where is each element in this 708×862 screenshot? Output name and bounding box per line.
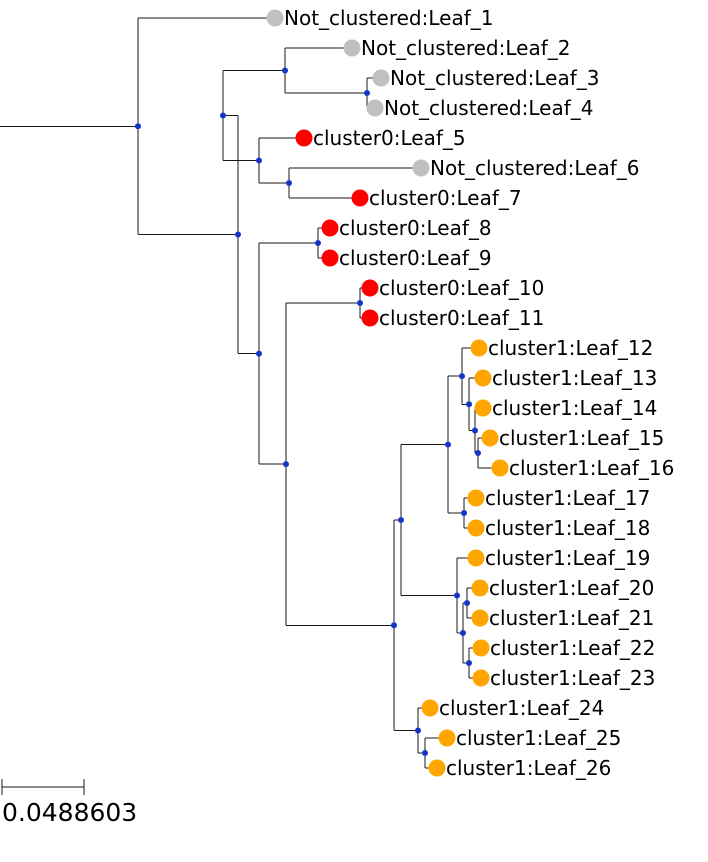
internal-node-dot — [315, 240, 321, 246]
leaf-node-dot — [474, 399, 492, 417]
internal-node-dot — [466, 401, 472, 408]
internal-node-dot — [475, 450, 481, 456]
internal-node-dot — [445, 441, 451, 448]
leaf-node-dot — [474, 369, 492, 387]
leaf-node-dot — [343, 39, 361, 57]
internal-node-dot — [256, 157, 262, 164]
scale-bar: 0.0488603 — [1, 779, 137, 827]
leaf-label: Not_clustered:Leaf_3 — [390, 66, 599, 90]
leaf-labels: Not_clustered:Leaf_1 Not_clustered:Leaf_2… — [284, 6, 674, 780]
leaf-node-dot — [428, 759, 446, 777]
leaf-node-dot — [471, 579, 489, 597]
leaf-node-dot — [372, 69, 390, 87]
internal-node-dot — [235, 231, 241, 238]
internal-node-dot — [282, 67, 288, 74]
leaf-label: cluster0:Leaf_8 — [339, 216, 492, 240]
leaf-label: cluster1:Leaf_23 — [490, 666, 655, 690]
leaf-nodes — [266, 9, 509, 777]
internal-node-dot — [466, 660, 472, 666]
leaf-node-dot — [421, 699, 439, 717]
internal-node-dot — [461, 510, 467, 516]
internal-node-dot — [464, 600, 470, 606]
internal-node-dot — [398, 517, 404, 524]
leaf-label: cluster1:Leaf_22 — [490, 636, 655, 660]
leaf-node-dot — [412, 159, 430, 177]
leaf-node-dot — [491, 459, 509, 477]
leaf-node-dot — [321, 249, 339, 267]
leaf-label: cluster1:Leaf_24 — [439, 696, 604, 720]
leaf-node-dot — [481, 429, 499, 447]
leaf-label: cluster0:Leaf_5 — [313, 126, 466, 150]
leaf-label: cluster1:Leaf_18 — [485, 516, 650, 540]
leaf-node-dot — [471, 609, 489, 627]
internal-node-dot — [459, 373, 465, 380]
internal-node-dot — [256, 350, 262, 357]
leaf-label: Not_clustered:Leaf_1 — [284, 6, 493, 30]
internal-node-dot — [135, 123, 141, 130]
leaf-node-dot — [321, 219, 339, 237]
leaf-node-dot — [438, 729, 456, 747]
leaf-node-dot — [366, 99, 384, 117]
internal-node-dot — [454, 592, 460, 599]
leaf-node-dot — [467, 519, 485, 537]
leaf-label: Not_clustered:Leaf_4 — [384, 96, 593, 120]
leaf-label: cluster1:Leaf_25 — [456, 726, 621, 750]
leaf-node-dot — [361, 279, 379, 297]
leaf-node-dot — [361, 309, 379, 327]
leaf-label: Not_clustered:Leaf_6 — [430, 156, 639, 180]
leaf-node-dot — [266, 9, 284, 27]
leaf-node-dot — [472, 639, 490, 657]
leaf-label: cluster0:Leaf_10 — [379, 276, 544, 300]
internal-node-dot — [472, 427, 478, 434]
leaf-label: cluster0:Leaf_9 — [339, 246, 492, 270]
leaf-label: cluster0:Leaf_7 — [369, 186, 522, 210]
internal-node-dot — [220, 112, 226, 119]
internal-node-dot — [357, 300, 363, 306]
leaf-label: cluster0:Leaf_11 — [379, 306, 544, 330]
internal-node-dot — [364, 90, 370, 96]
internal-node-dot — [415, 727, 421, 734]
internal-node-dot — [422, 750, 428, 756]
internal-node-dot — [286, 180, 292, 186]
leaf-label: cluster1:Leaf_19 — [485, 546, 650, 570]
leaf-node-dot — [470, 339, 488, 357]
leaf-node-dot — [467, 489, 485, 507]
leaf-label: cluster1:Leaf_17 — [485, 486, 650, 510]
leaf-label: cluster1:Leaf_12 — [488, 336, 653, 360]
leaf-label: cluster1:Leaf_21 — [489, 606, 654, 630]
leaf-node-dot — [295, 129, 313, 147]
internal-nodes — [135, 67, 481, 756]
internal-node-dot — [391, 622, 397, 629]
leaf-node-dot — [472, 669, 490, 687]
scale-bar-label: 0.0488603 — [2, 798, 137, 827]
internal-node-dot — [460, 630, 466, 636]
leaf-label: cluster1:Leaf_16 — [509, 456, 674, 480]
leaf-label: cluster1:Leaf_20 — [489, 576, 654, 600]
leaf-node-dot — [467, 549, 485, 567]
internal-node-dot — [283, 461, 289, 468]
leaf-label: cluster1:Leaf_14 — [492, 396, 657, 420]
leaf-label: cluster1:Leaf_26 — [446, 756, 611, 780]
leaf-label: cluster1:Leaf_15 — [499, 426, 664, 450]
leaf-label: cluster1:Leaf_13 — [492, 366, 657, 390]
leaf-label: Not_clustered:Leaf_2 — [361, 36, 570, 60]
leaf-node-dot — [351, 189, 369, 207]
